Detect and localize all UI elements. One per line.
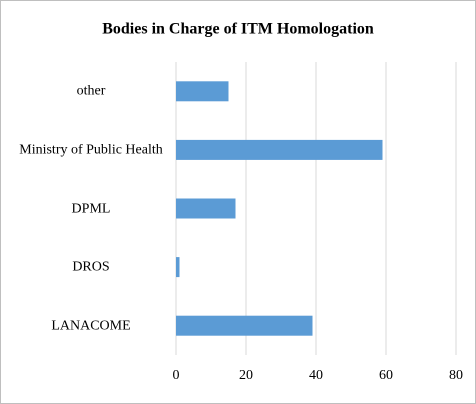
x-tick-label: 0 <box>173 368 180 383</box>
bar <box>176 139 383 160</box>
x-tick-label: 80 <box>449 368 463 383</box>
x-tick-label: 60 <box>379 368 393 383</box>
y-tick-label: DROS <box>72 259 110 275</box>
y-tick-label: other <box>76 83 106 99</box>
y-tick-label: Ministry of Public Health <box>19 142 163 158</box>
bar <box>176 315 313 336</box>
x-tick-label: 40 <box>309 368 323 383</box>
y-tick-label: LANACOME <box>51 318 131 334</box>
x-tick-label: 20 <box>239 368 253 383</box>
bar <box>176 81 229 102</box>
bar <box>176 198 236 219</box>
chart-title: Bodies in Charge of ITM Homologation <box>102 21 374 38</box>
y-tick-label: DPML <box>71 201 111 216</box>
bar <box>176 257 180 278</box>
